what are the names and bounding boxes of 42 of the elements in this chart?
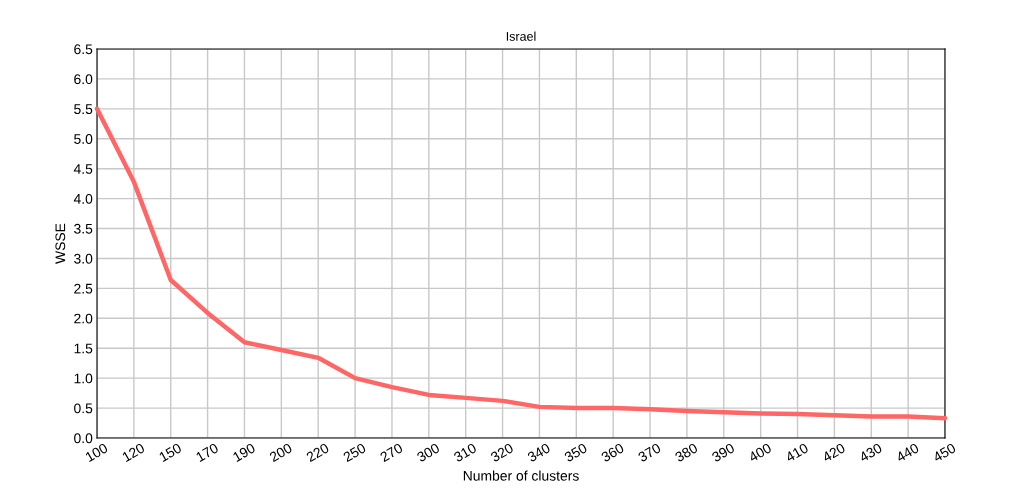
x-tick-label: 420 bbox=[821, 442, 846, 463]
y-tick-label: 4.0 bbox=[73, 193, 93, 204]
x-tick-label: 380 bbox=[674, 442, 699, 463]
y-tick-label: 6.5 bbox=[74, 44, 93, 55]
y-tick-label: 0.5 bbox=[74, 403, 93, 414]
x-tick-label: 410 bbox=[784, 442, 809, 463]
x-tick-label: 430 bbox=[858, 442, 883, 463]
y-tick-label: 5.0 bbox=[74, 134, 93, 144]
x-tick-label: 390 bbox=[711, 442, 736, 463]
x-tick-label: 190 bbox=[232, 442, 256, 463]
chart-title: Israel bbox=[506, 31, 536, 41]
x-tick-label: 300 bbox=[416, 442, 441, 463]
y-tick-label: 4.5 bbox=[73, 164, 93, 174]
y-tick-label: 2.0 bbox=[74, 313, 93, 324]
x-tick-label: 310 bbox=[453, 442, 478, 463]
x-tick-label: 220 bbox=[305, 442, 330, 463]
x-tick-label: 270 bbox=[379, 442, 404, 463]
y-tick-label: 3.0 bbox=[74, 253, 93, 264]
x-tick-label: 200 bbox=[268, 442, 293, 463]
x-tick-label: 440 bbox=[895, 442, 920, 463]
x-tick-label: 360 bbox=[600, 442, 625, 463]
y-tick-label: 5.5 bbox=[74, 104, 93, 115]
x-tick-label: 170 bbox=[195, 442, 220, 463]
y-tick-label: 3.5 bbox=[74, 223, 93, 234]
y-tick-label: 1.5 bbox=[74, 343, 93, 354]
y-tick-label: 6.0 bbox=[74, 74, 93, 85]
x-tick-label: 250 bbox=[342, 442, 367, 463]
y-tick-label: 2.5 bbox=[74, 283, 93, 294]
x-tick-label: 100 bbox=[84, 442, 109, 463]
x-tick-label: 400 bbox=[747, 442, 773, 463]
y-axis-title: WSSE bbox=[55, 223, 66, 264]
y-tick-label: 0.0 bbox=[74, 433, 93, 444]
x-tick-label: 370 bbox=[637, 442, 662, 463]
x-tick-label: 340 bbox=[526, 442, 551, 463]
x-axis-title: Number of clusters bbox=[463, 470, 579, 481]
line-series bbox=[94, 106, 948, 421]
x-tick-label: 320 bbox=[489, 442, 514, 463]
x-tick-label: 350 bbox=[563, 442, 588, 463]
x-tick-label: 150 bbox=[158, 442, 183, 463]
x-tick-label: 120 bbox=[121, 442, 146, 463]
x-tick-label: 450 bbox=[932, 442, 957, 463]
y-tick-label: 1.0 bbox=[74, 373, 93, 384]
